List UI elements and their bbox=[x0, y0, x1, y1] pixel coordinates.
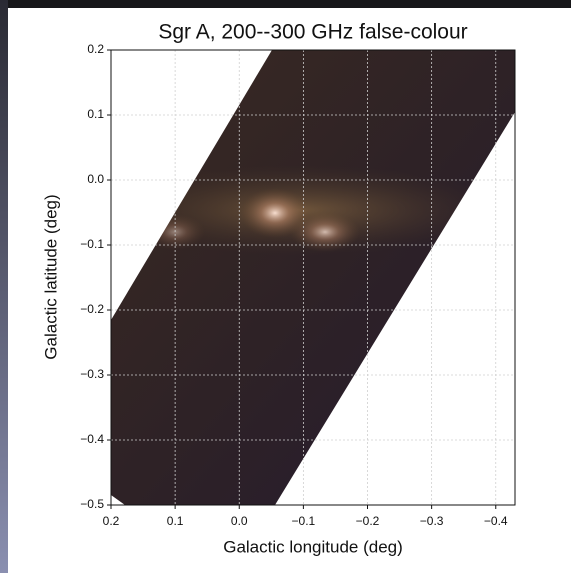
x-tick-label: 0.0 bbox=[231, 514, 248, 528]
chart-title: Sgr A, 200--300 GHz false-colour bbox=[158, 21, 467, 44]
y-axis-label: Galactic latitude (deg) bbox=[41, 194, 60, 359]
plot-frame bbox=[110, 49, 516, 506]
x-tick-label: 0.2 bbox=[103, 514, 120, 528]
x-tick-label: −0.1 bbox=[292, 514, 316, 528]
y-tick-label: −0.2 bbox=[80, 302, 104, 316]
x-tick-label: 0.1 bbox=[167, 514, 184, 528]
x-tick-label: −0.3 bbox=[420, 514, 444, 528]
y-tick-label: −0.3 bbox=[80, 367, 104, 381]
y-tick-label: 0.2 bbox=[87, 42, 104, 56]
y-tick-label: −0.1 bbox=[80, 237, 104, 251]
y-tick-label: −0.5 bbox=[80, 497, 104, 511]
x-tick-label: −0.2 bbox=[356, 514, 380, 528]
window-edge bbox=[0, 0, 8, 573]
y-tick-label: 0.1 bbox=[87, 107, 104, 121]
x-tick-label: −0.4 bbox=[484, 514, 508, 528]
y-tick-label: −0.4 bbox=[80, 432, 104, 446]
y-tick-label: 0.0 bbox=[87, 172, 104, 186]
x-axis-label: Galactic longitude (deg) bbox=[223, 537, 403, 556]
